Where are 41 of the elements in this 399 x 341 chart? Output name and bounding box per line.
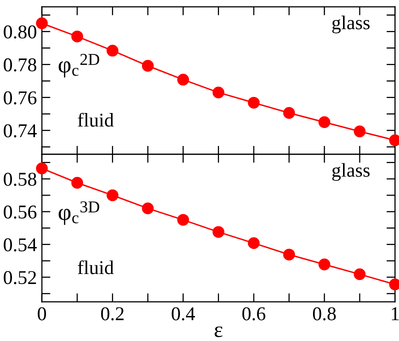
point [354,125,366,138]
x-tick-label: 0.8 [312,307,336,320]
point [177,214,190,226]
point [106,189,118,202]
point [248,96,260,109]
point [283,107,295,119]
point [71,176,84,189]
x-tick-label: 1 [392,307,399,320]
y-tick-label: 0.80 [4,25,36,39]
point [142,60,154,72]
point [354,268,366,280]
y-tick-label: 0.52 [4,271,36,284]
point [36,162,48,174]
point [142,202,154,214]
annotation: fluid [78,260,114,274]
x-tick-label: 0.4 [172,307,195,320]
y-tick-label: 0.56 [4,205,36,219]
point [248,237,260,250]
point [283,248,295,260]
point [212,226,224,238]
point [106,44,118,57]
annotation: φ$_{c}$$^{3D}$ [58,201,100,225]
point [212,86,224,98]
point [36,17,48,30]
point [318,116,330,128]
x-axis-title: ε [214,326,222,338]
annotation: fluid [78,112,114,127]
annotation: glass [332,163,370,181]
point [177,74,190,86]
x-tick-label: 0.2 [101,307,124,320]
point [318,258,330,270]
x-tick-label: 0.6 [242,307,266,320]
y-tick-label: 0.54 [4,238,37,252]
x-tick-label: 0 [38,307,46,320]
annotation: φ$_{c}$$^{2D}$ [58,54,100,78]
y-tick-label: 0.76 [4,91,36,104]
point [71,30,84,42]
y-tick-label: 0.58 [4,172,36,186]
y-tick-label: 0.78 [4,58,36,72]
annotation: glass [332,16,370,34]
y-tick-label: 0.74 [4,124,37,138]
